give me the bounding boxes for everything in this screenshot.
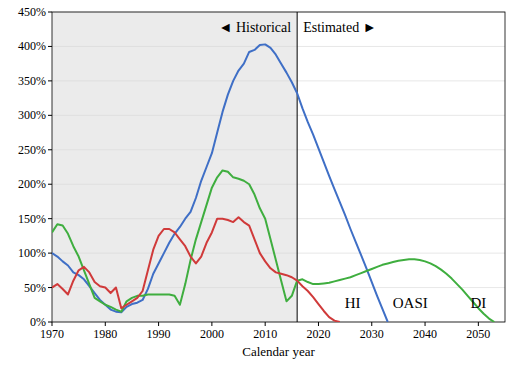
y-tick [48,287,52,288]
x-tick [425,322,426,326]
y-tick [48,322,52,323]
y-tick-label: 400% [18,39,46,53]
grid-line [52,46,505,47]
x-tick [478,322,479,326]
grid-line [52,115,505,116]
x-tick-label: 1970 [40,327,64,341]
grid-line [52,149,505,150]
y-tick [48,184,52,185]
x-tick [105,322,106,326]
grid-line [52,184,505,185]
chart: 0%50%100%150%200%250%300%350%400%450%197… [0,0,512,365]
x-tick-label: 2020 [306,327,330,341]
y-tick-label: 100% [18,246,46,260]
y-tick [48,218,52,219]
x-tick-label: 1980 [93,327,117,341]
y-tick [48,149,52,150]
y-tick [48,12,52,13]
estimated-label: Estimated ► [303,20,376,35]
grid-line [52,287,505,288]
series-line [52,170,494,322]
x-axis-label: Calendar year [242,344,315,359]
y-tick-label: 350% [18,74,46,88]
series-label: DI [471,295,487,311]
series-line [52,217,340,322]
x-tick [211,322,212,326]
x-tick [265,322,266,326]
historical-label: ◄ Historical [219,20,292,35]
y-tick-label: 450% [18,5,46,19]
x-tick-label: 1990 [147,327,171,341]
x-tick-label: 2030 [360,327,384,341]
grid-line [52,253,505,254]
grid-line [52,218,505,219]
y-tick [48,253,52,254]
y-tick-label: 300% [18,108,46,122]
x-tick [318,322,319,326]
x-tick-label: 2000 [200,327,224,341]
y-tick-label: 150% [18,212,46,226]
x-tick [158,322,159,326]
y-tick-label: 200% [18,177,46,191]
x-tick [371,322,372,326]
x-tick-label: 2010 [253,327,277,341]
y-tick-label: 50% [24,281,46,295]
y-tick [48,46,52,47]
x-tick [52,322,53,326]
lines [52,44,494,322]
x-tick-label: 2050 [466,327,490,341]
y-tick [48,115,52,116]
grid-line [52,80,505,81]
series-label: OASI [393,295,428,311]
y-tick-label: 250% [18,143,46,157]
series-label: HI [345,295,361,311]
x-tick-label: 2040 [413,327,437,341]
y-tick [48,80,52,81]
plot-frame [52,12,505,322]
divider-line [297,12,298,322]
historical-shade [52,12,297,322]
